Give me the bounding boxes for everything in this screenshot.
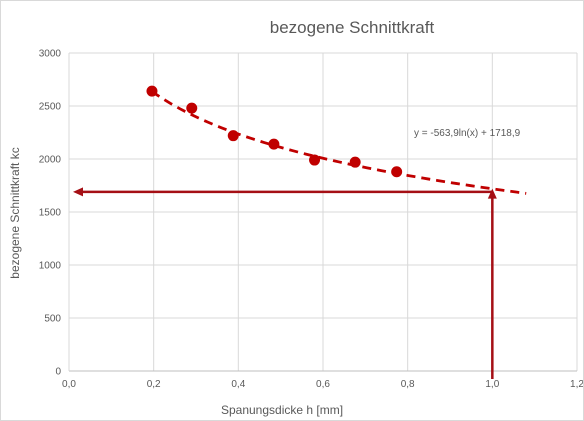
grid-lines <box>69 52 578 371</box>
trendline <box>151 90 527 195</box>
x-axis-title: Spanungsdicke h [mm] <box>221 403 343 417</box>
y-tick-label: 0 <box>55 367 61 378</box>
x-tick-label: 1,2 <box>570 379 584 390</box>
y-tick-label: 3000 <box>39 49 62 60</box>
trendline-equation: y = -563,9ln(x) + 1718,9 <box>414 128 521 139</box>
y-tick-label: 1000 <box>39 261 62 272</box>
x-tick-label: 0,6 <box>316 379 330 390</box>
data-point <box>146 85 158 97</box>
x-tick-label: 0,0 <box>62 379 76 390</box>
y-tick-label: 500 <box>44 314 61 325</box>
data-point <box>391 166 403 178</box>
data-point <box>268 138 280 150</box>
annotation-arrows <box>73 187 497 379</box>
data-points <box>146 85 403 178</box>
data-point <box>349 156 361 168</box>
trendline-group <box>151 90 527 195</box>
x-tick-label: 1,0 <box>485 379 499 390</box>
y-tick-label: 1500 <box>39 208 62 219</box>
x-tick-label: 0,4 <box>231 379 245 390</box>
data-point <box>309 154 321 166</box>
y-axis-title: bezogene Schnittkraft kc <box>8 147 22 278</box>
y-tick-label: 2000 <box>39 155 62 166</box>
data-point <box>227 130 239 142</box>
y-tick-labels: 0 500 1000 1500 2000 2500 3000 <box>39 49 62 378</box>
y-tick-label: 2500 <box>39 102 62 113</box>
x-tick-label: 0,2 <box>147 379 161 390</box>
x-tick-label: 0,8 <box>401 379 415 390</box>
x-tick-labels: 0,0 0,2 0,4 0,6 0,8 1,0 1,2 <box>62 379 584 390</box>
vertical-arrow-head <box>487 188 497 199</box>
chart-title: bezogene Schnittkraft <box>270 18 435 37</box>
horizontal-arrow-head <box>73 187 83 197</box>
data-point <box>186 102 198 114</box>
